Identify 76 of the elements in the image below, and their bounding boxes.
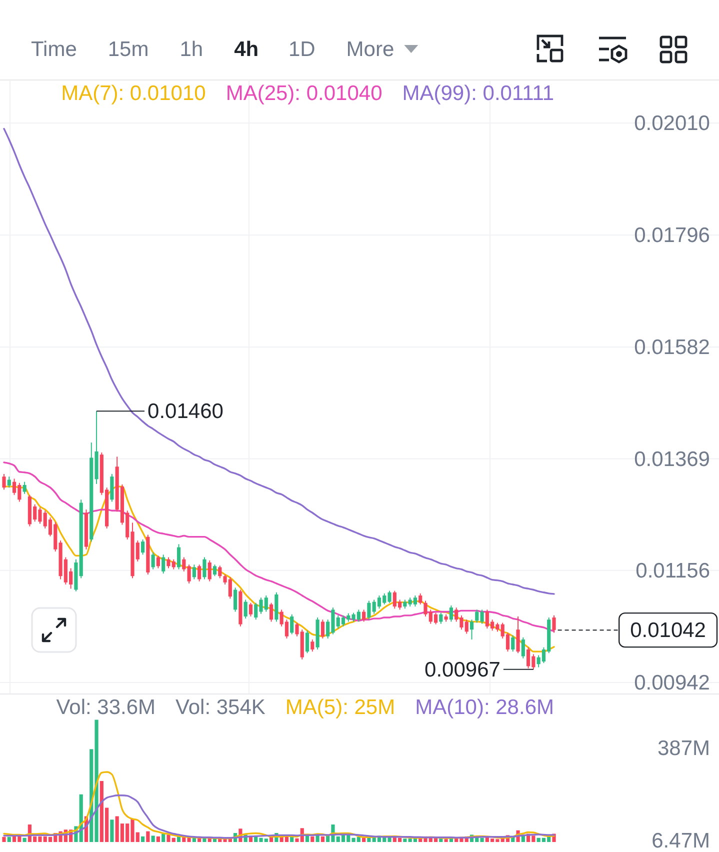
bar — [444, 839, 448, 842]
annotation: Vol: 33.6M — [56, 696, 156, 718]
text: MA(5): 25M — [285, 696, 396, 718]
y-tick-label: 0.01796 — [634, 224, 710, 247]
candlestick — [110, 473, 114, 502]
text: Time — [31, 38, 77, 60]
candlestick — [521, 636, 525, 659]
candlestick — [269, 602, 274, 622]
line-series — [3, 128, 555, 595]
candlestick — [470, 619, 474, 640]
text: MA(7): 0.01010 — [61, 82, 206, 104]
bar — [151, 836, 155, 842]
candlestick — [305, 630, 310, 654]
annotation: 0.01460 — [148, 400, 224, 423]
candlestick — [418, 592, 422, 605]
candlestick — [310, 639, 314, 652]
ref-line-label: 0.01042 — [630, 618, 706, 642]
bar — [162, 834, 166, 842]
candlestick — [198, 564, 202, 582]
candlestick — [156, 555, 160, 569]
candlestick — [162, 554, 166, 574]
bar — [439, 838, 443, 842]
line-series — [3, 794, 555, 839]
candlestick — [439, 612, 443, 624]
bar — [2, 836, 6, 842]
candlestick — [290, 614, 294, 635]
text: MA(10): 28.6M — [415, 696, 554, 718]
candlestick — [22, 481, 26, 494]
candlestick — [320, 619, 324, 639]
text: 4h — [234, 38, 259, 60]
text: MA(99): 0.01111 — [402, 82, 554, 104]
y-tick-label: 387M — [657, 736, 710, 760]
candlestick — [208, 560, 212, 582]
y-tick-label: 0.00942 — [634, 670, 710, 694]
candlestick — [151, 552, 155, 570]
bar — [192, 838, 196, 842]
text: 1D — [288, 38, 316, 60]
candlestick — [7, 476, 11, 488]
candlestick — [202, 556, 206, 580]
candlestick — [511, 634, 515, 652]
annotation: 0.00967 — [424, 658, 500, 681]
candlestick — [212, 564, 217, 577]
candlestick — [234, 587, 238, 612]
bar — [403, 838, 407, 842]
line-series — [3, 462, 555, 632]
candlestick — [192, 564, 196, 580]
bar — [310, 836, 314, 842]
candlestick — [218, 565, 222, 579]
y-tick-label: 0.02010 — [634, 111, 710, 134]
candlestick — [140, 538, 145, 556]
candlestick — [248, 602, 253, 617]
annotation: Vol: 354K — [176, 696, 266, 718]
y-tick-label: 0.01582 — [634, 336, 710, 359]
bar — [7, 836, 11, 842]
bar — [140, 836, 145, 842]
bar — [110, 820, 114, 842]
y-tick-label: 0.01369 — [634, 447, 710, 470]
y-tick-label: 0.01156 — [636, 558, 710, 582]
bar — [22, 838, 26, 842]
text: More — [346, 38, 394, 60]
candlestick — [2, 473, 6, 490]
bar — [362, 838, 366, 842]
y-tick-label: 6.47M — [652, 828, 710, 852]
candlestick — [176, 544, 181, 570]
text: 15m — [108, 38, 149, 60]
bar — [320, 836, 324, 842]
text: 1h — [180, 38, 204, 60]
candlestick — [244, 599, 248, 620]
candlestick — [362, 609, 366, 622]
candlestick — [552, 614, 556, 634]
candlestick — [449, 604, 453, 622]
candlestick — [516, 616, 520, 654]
bar — [146, 831, 150, 842]
bar — [156, 836, 160, 842]
text: MA(25): 0.01040 — [226, 82, 382, 104]
bar — [290, 836, 294, 842]
